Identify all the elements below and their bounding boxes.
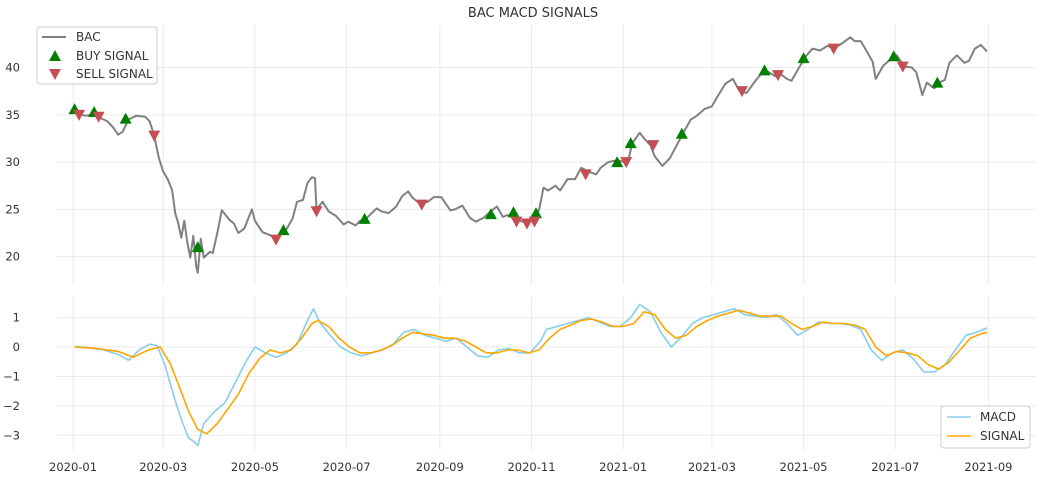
legend-label-signal: SIGNAL — [980, 429, 1025, 443]
legend-label-sell: SELL SIGNAL — [76, 67, 153, 81]
plot-area — [57, 25, 1036, 285]
sell-signal-marker — [510, 216, 523, 228]
y-tick-label: −3 — [3, 428, 20, 442]
sell-signal-marker — [647, 140, 660, 152]
plot-area — [57, 297, 1036, 450]
y-tick-label: 1 — [13, 311, 20, 325]
buy-signal-marker — [484, 208, 497, 220]
y-tick-label: 30 — [5, 155, 20, 169]
sell-signal-marker — [620, 157, 633, 169]
sell-signal-marker — [310, 206, 323, 218]
y-tick-label: 20 — [5, 250, 20, 264]
x-tick-label: 2020-05 — [231, 460, 279, 474]
buy-signal-marker — [530, 207, 543, 219]
legend-swatch-sell — [49, 69, 61, 80]
y-tick-label: 40 — [5, 61, 20, 75]
legend-label-bac: BAC — [76, 30, 101, 44]
price-legend: BAC BUY SIGNAL SELL SIGNAL — [36, 26, 158, 85]
x-tick-label: 2020-07 — [323, 460, 371, 474]
sell-signal-marker — [896, 61, 909, 73]
buy-signal-marker — [277, 224, 290, 236]
macd-legend: MACD SIGNAL — [940, 405, 1031, 449]
sell-signal-marker — [73, 109, 86, 121]
legend-swatch-buy — [49, 50, 61, 61]
x-tick-label: 2021-07 — [871, 460, 919, 474]
legend-box — [36, 26, 158, 85]
series-line-signal — [74, 309, 988, 435]
sell-signal-marker — [528, 216, 541, 228]
macd-panel: 2020-01 2020-03 2020-05 2020-07 2020-09 2020-… — [3, 297, 1036, 474]
x-tick-label: 2021-03 — [688, 460, 736, 474]
buy-signal-marker — [797, 52, 810, 64]
buy-signal-marker — [191, 241, 204, 253]
bac-price-line — [73, 36, 988, 274]
buy-signal-marker — [119, 112, 132, 124]
sell-signal-marker — [269, 234, 282, 246]
sell-signal-marker — [579, 169, 592, 181]
x-tick-label: 2020-11 — [507, 460, 555, 474]
buy-signal-marker — [758, 64, 771, 76]
buy-signal-marker — [507, 206, 520, 218]
x-tick-label: 2021-01 — [599, 460, 647, 474]
x-tick-label: 2020-01 — [49, 460, 97, 474]
buy-signal-marker — [358, 212, 371, 224]
sell-signal-marker — [92, 111, 105, 123]
y-tick-label: −1 — [3, 369, 20, 383]
price-panel: 20 25 30 35 40 BAC BUY SIGNAL SELL SIGNAL — [5, 25, 1036, 285]
sell-signal-marker — [148, 130, 161, 142]
sell-signal-marker — [415, 199, 428, 211]
buy-signal-marker — [675, 127, 688, 139]
y-tick-label: 35 — [5, 108, 20, 122]
y-tick-label: −2 — [3, 399, 20, 413]
legend-label-buy: BUY SIGNAL — [76, 49, 149, 63]
legend-label-macd: MACD — [980, 410, 1016, 424]
y-tick-label: 25 — [5, 202, 20, 216]
buy-signal-marker — [931, 76, 944, 88]
x-tick-label: 2020-03 — [139, 460, 187, 474]
x-tick-label: 2020-09 — [416, 460, 464, 474]
x-tick-label: 2021-05 — [780, 460, 828, 474]
x-tick-label: 2021-09 — [964, 460, 1012, 474]
sell-signal-marker — [827, 43, 840, 55]
y-tick-label: 0 — [13, 340, 20, 354]
sell-signal-marker — [772, 70, 785, 82]
buy-signal-marker — [611, 156, 624, 168]
buy-signal-marker — [887, 50, 900, 62]
chart-title: BAC MACD SIGNALS — [468, 6, 598, 21]
sell-signal-marker — [735, 86, 748, 98]
sell-signal-marker — [520, 218, 533, 230]
buy-signal-marker — [624, 137, 637, 149]
